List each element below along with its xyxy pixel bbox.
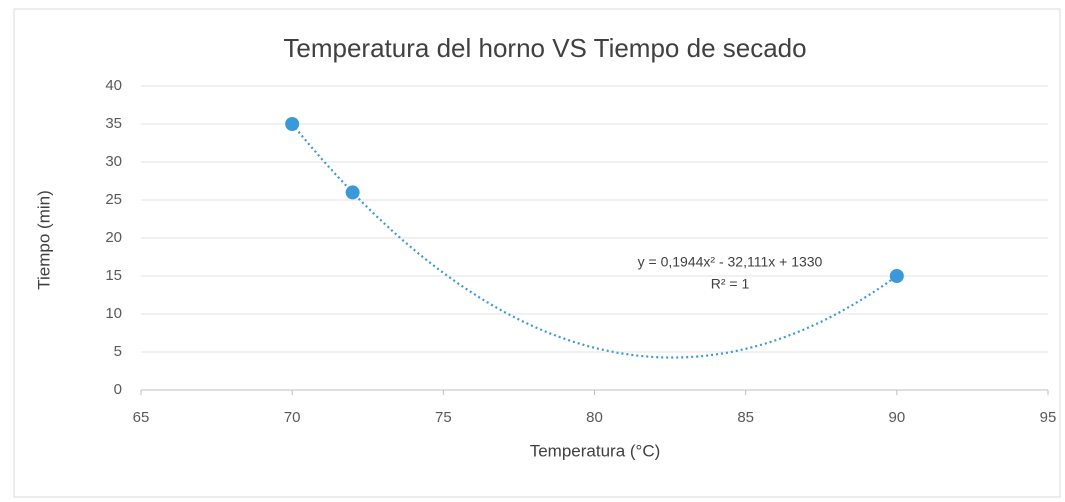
chart-title: Temperatura del horno VS Tiempo de secad… [283,33,806,63]
point [285,117,300,131]
chart-frame [13,8,1061,498]
x-axis-title: Temperatura (°C) [530,441,661,460]
x-tick-label: 75 [435,409,452,426]
x-tick-label: 90 [888,409,905,426]
y-tick-label: 10 [105,305,122,322]
trendline-equation: y = 0,1944x² - 32,111x + 1330 [638,254,823,270]
y-tick-label: 25 [105,191,122,208]
x-tick-label: 65 [133,409,150,426]
y-tick-label: 5 [114,343,122,360]
x-tick-label: 85 [737,409,754,426]
y-tick-label: 20 [105,229,122,246]
y-tick-label: 0 [114,381,122,398]
x-tick-label: 70 [284,409,301,426]
r-squared: R² = 1 [711,276,750,292]
y-tick-label: 15 [105,267,122,284]
x-tick-label: 95 [1040,409,1057,426]
y-tick-label: 35 [105,115,122,132]
y-axis-title: Tiempo (min) [34,190,53,290]
x-tick-label: 80 [586,409,603,426]
y-tick-label: 30 [105,153,122,170]
y-tick-label: 40 [105,77,122,94]
point [889,269,904,283]
point [345,185,360,200]
